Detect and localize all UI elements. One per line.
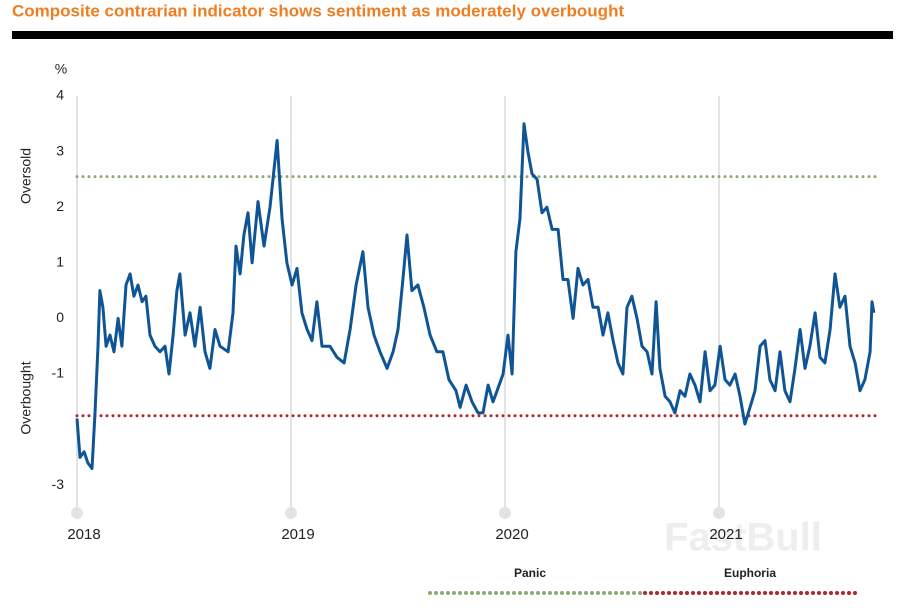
tick-dot bbox=[713, 507, 725, 519]
tick-dot bbox=[499, 507, 511, 519]
y-tick-label: 2 bbox=[56, 198, 64, 214]
grid-layer: -3 -1 0 1 2 3 4 2018 2019 2020 2021 bbox=[52, 87, 881, 543]
tick-dot bbox=[285, 507, 297, 519]
x-tick-label: 2019 bbox=[281, 526, 314, 543]
watermark: FastBull bbox=[664, 516, 822, 560]
tick-dot bbox=[71, 507, 83, 519]
y-tick-label: 0 bbox=[56, 309, 64, 325]
x-tick-label: 2018 bbox=[67, 526, 100, 543]
legend-label: Euphoria bbox=[724, 566, 776, 580]
title-rule bbox=[12, 31, 893, 39]
legend-label: Panic bbox=[514, 566, 546, 580]
x-tick-label: 2020 bbox=[495, 526, 528, 543]
y-tick-label: -1 bbox=[52, 365, 65, 381]
unit-label: % bbox=[55, 61, 67, 77]
y-tick-label: 1 bbox=[56, 254, 64, 270]
y-tick-label: 4 bbox=[56, 87, 64, 103]
lower-axis-label: Overbought bbox=[18, 361, 34, 434]
marks-layer bbox=[75, 122, 876, 470]
chart-title: Composite contrarian indicator shows sen… bbox=[12, 1, 624, 20]
y-tick-label: 3 bbox=[56, 142, 64, 158]
data-line bbox=[75, 122, 876, 470]
x-tick-label: 2021 bbox=[709, 526, 742, 543]
y-tick-label: -3 bbox=[52, 476, 65, 492]
upper-axis-label: Oversold bbox=[18, 148, 34, 204]
